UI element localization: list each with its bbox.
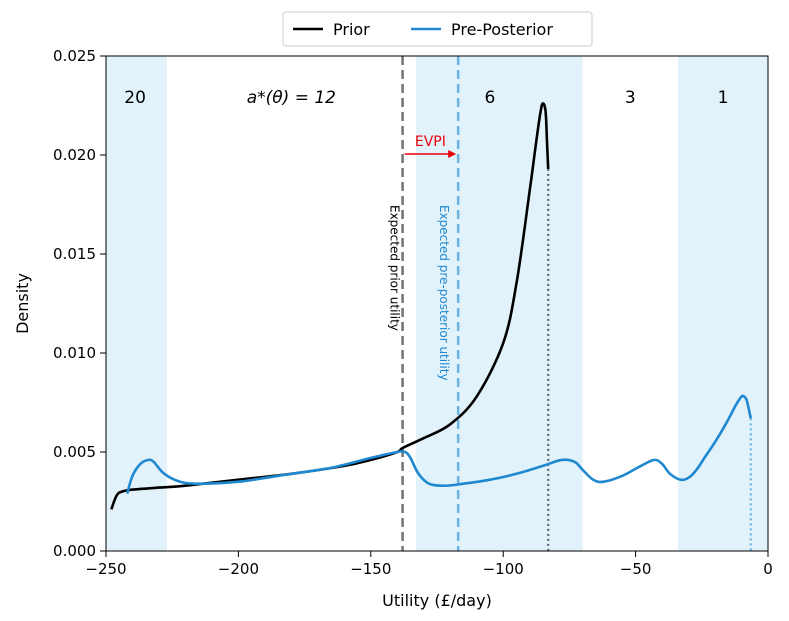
y-tick-label: 0.020	[53, 146, 96, 164]
x-tick-label: −150	[350, 560, 391, 578]
x-tick-label: −250	[85, 560, 126, 578]
legend-item-prior: Prior	[293, 20, 370, 39]
y-tick-label: 0.015	[53, 245, 96, 263]
series-line-pre-posterior	[125, 394, 753, 494]
shaded-region-1	[106, 56, 167, 551]
y-tick-label: 0.025	[53, 47, 96, 65]
expected-prior-utility-label: Expected prior utility	[388, 205, 402, 331]
x-axis: −250 −200 −150 −100 −50 0	[85, 551, 773, 578]
y-tick-label: 0.000	[53, 542, 96, 560]
expected-preposterior-utility-label: Expected pre-posterior utility	[437, 205, 451, 381]
action-label: a*(θ) = 12	[247, 88, 336, 108]
y-tick-label: 0.005	[53, 443, 96, 461]
shaded-regions	[106, 56, 768, 551]
legend: Prior Pre-Posterior	[282, 11, 593, 47]
evpi-label: EVPI	[415, 134, 446, 150]
x-tick-label: −200	[218, 560, 259, 578]
shaded-region-2	[415, 56, 583, 551]
region-labels: 20 6 3 1	[124, 88, 728, 108]
region-label-20: 20	[124, 88, 146, 108]
region-label-6: 6	[485, 88, 496, 108]
y-tick-label: 0.010	[53, 344, 96, 362]
evpi-arrowhead	[448, 150, 457, 158]
legend-label: Prior	[333, 20, 370, 39]
region-label-1: 1	[718, 88, 729, 108]
series-line-prior	[110, 102, 550, 510]
y-axis: 0.000 0.005 0.010 0.015 0.020 0.025	[53, 47, 106, 560]
evpi-annotation: EVPI	[404, 134, 457, 158]
plot-frame	[105, 55, 769, 552]
y-axis-label: Density	[13, 273, 32, 334]
x-tick-label: 0	[763, 560, 773, 578]
legend-label: Pre-Posterior	[451, 20, 553, 39]
region-label-3: 3	[625, 88, 636, 108]
x-axis-label: Utility (£/day)	[382, 591, 492, 610]
x-tick-label: −50	[620, 560, 652, 578]
legend-item-pre-posterior: Pre-Posterior	[411, 20, 553, 39]
vertical-lines	[401, 56, 752, 551]
x-tick-label: −100	[483, 560, 524, 578]
shaded-region-3	[677, 56, 768, 551]
